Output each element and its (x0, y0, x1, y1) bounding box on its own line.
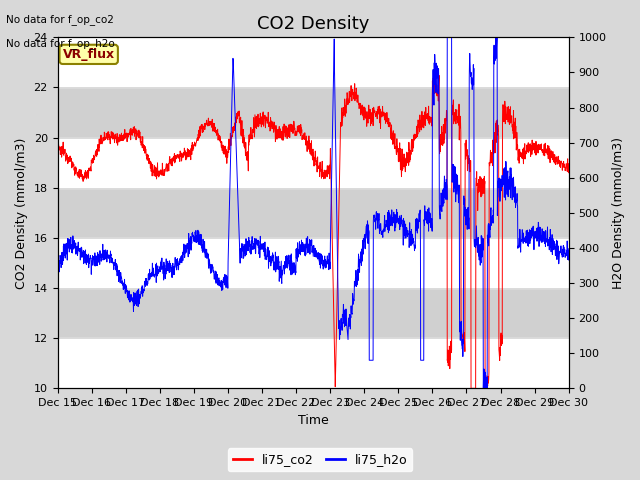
Text: No data for f_op_co2: No data for f_op_co2 (6, 14, 115, 25)
Bar (58, 238, 569, 288)
Bar (58, 338, 569, 388)
Y-axis label: CO2 Density (mmol/m3): CO2 Density (mmol/m3) (15, 137, 28, 288)
Bar (58, 138, 569, 188)
Text: VR_flux: VR_flux (63, 48, 115, 61)
X-axis label: Time: Time (298, 414, 328, 427)
Title: CO2 Density: CO2 Density (257, 15, 369, 33)
Text: No data for f_op_h2o: No data for f_op_h2o (6, 38, 115, 49)
Legend: li75_co2, li75_h2o: li75_co2, li75_h2o (228, 448, 412, 471)
Y-axis label: H2O Density (mmol/m3): H2O Density (mmol/m3) (612, 137, 625, 289)
Bar (58, 37, 569, 87)
